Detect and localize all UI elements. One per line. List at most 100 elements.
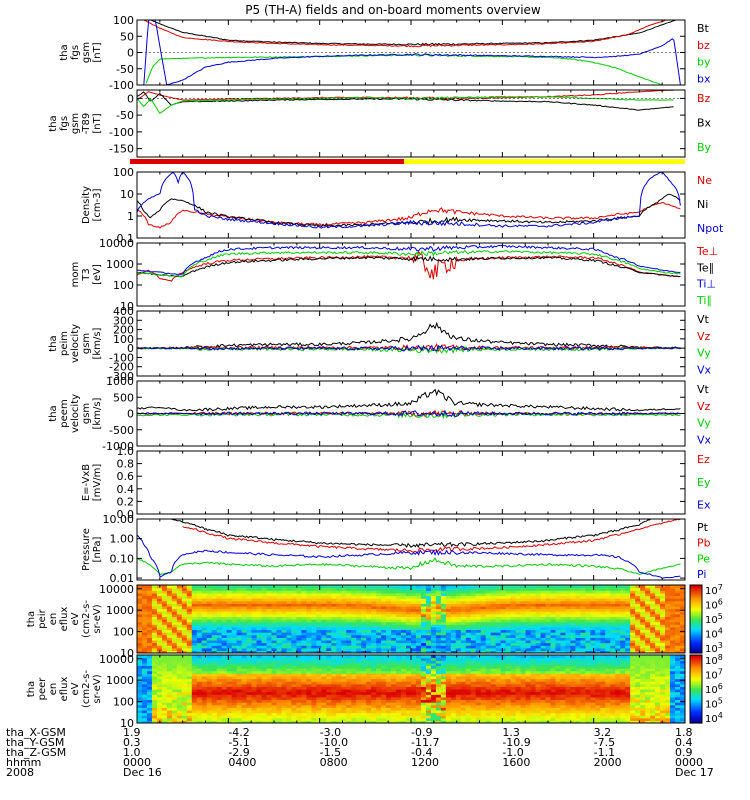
ylabel-peem-velocity: peem (59, 399, 70, 427)
ytick-label: 1 (127, 210, 134, 223)
ephemeris-table: tha_X-GSM 1.9 -4.2 -3.0 -0.9 1.3 3.2 1.8 tha_Y-G… (6, 726, 714, 779)
ylabel-fgs-t89: gsm (70, 113, 81, 134)
series-temperature-2 (137, 244, 681, 275)
legend-temperature-2: Ti⊥ (696, 278, 716, 291)
colorbar-label: 106 (705, 682, 723, 696)
ylabel-temperature: mom (70, 262, 81, 288)
panel-pressure: Pt Pb Pe Pi 10.00 1.00 0.10 0.01 Pressure [nPa] (81, 513, 711, 585)
panel-fgs-t89: Bz Bx By 0 -50 -100 -150 tha fgs gsm -T89 [nT] (48, 89, 712, 158)
legend-efield-2: Ex (697, 499, 711, 512)
panel-peem-velocity: Vt Vz Vy Vx 1000 500 0 -500 -1000 tha peem velocity… (48, 375, 712, 453)
ytick-label: -150 (109, 143, 134, 156)
legend-peem-velocity-0: Vt (697, 383, 710, 396)
ytick-label: 0 (127, 408, 134, 421)
ytick-label: 10000 (99, 237, 134, 250)
legend-efield-1: Ey (697, 476, 711, 489)
ylabel-efield: [mV/m] (92, 464, 103, 502)
ytick-label: 300 (113, 314, 134, 327)
ylabel-fgs: tha (59, 44, 70, 60)
ylabel-peem-velocity: velocity (70, 394, 81, 433)
ytick-label: -100 (109, 126, 134, 139)
colorbar-label: 108 (705, 653, 723, 667)
ephemeris-value: 1.0 (123, 746, 141, 759)
ephemeris-value: -4.2 (228, 726, 249, 739)
ytick-label: 1000 (106, 375, 134, 388)
ylabel-peim-velocity: tha (48, 335, 59, 351)
ephemeris-value: -3.0 (320, 726, 341, 739)
ephemeris-value: -1.0 (502, 746, 523, 759)
ylabel-peer-eflux: en (48, 683, 59, 696)
legend-peim-velocity-2: Vy (697, 347, 711, 360)
ephemeris-value: Dec 17 (675, 766, 714, 779)
ylabel-peim-velocity: [km/s] (92, 327, 103, 359)
ephemeris-value: -2.9 (228, 746, 249, 759)
ylabel-peir-eflux: en (48, 613, 59, 626)
legend-fgs-3: bx (697, 73, 711, 86)
ytick-label: 0.4 (117, 483, 135, 496)
legend-density-0: Ne (697, 174, 712, 187)
ephemeris-row-label: tha_Y-GSM (6, 736, 64, 749)
ephemeris-value: 0.9 (675, 746, 693, 759)
colorbar-label: 105 (705, 612, 723, 626)
legend-fgs-t89-0: Bz (697, 92, 711, 105)
ytick-label: 0.10 (110, 552, 135, 565)
series-fgs-0 (143, 20, 677, 46)
ephemeris-value: 1200 (411, 756, 439, 769)
ephemeris-value: -0.9 (411, 726, 432, 739)
ytick-label: 100 (113, 626, 134, 639)
ylabel-peir-eflux: eflux (59, 607, 70, 632)
legend-peem-velocity-1: Vz (697, 400, 711, 413)
ylabel-peir-eflux: peir (37, 608, 48, 628)
ylabel-peim-velocity: gsm (81, 333, 92, 354)
legend-pressure-2: Pe (697, 552, 710, 565)
legend-pressure-0: Pt (697, 521, 709, 534)
colorbar-label: 107 (705, 668, 723, 682)
ytick-label: -100 (109, 79, 134, 92)
ytick-label: -500 (109, 424, 134, 437)
ephemeris-row-label: tha_Z-GSM (6, 746, 66, 759)
spectrogram-peer-eflux (137, 655, 685, 723)
series-temperature-1 (137, 255, 681, 278)
ytick-label: 50 (120, 30, 134, 43)
ylabel-temperature: T3 (81, 268, 92, 281)
legend-fgs-2: by (697, 56, 711, 69)
ytick-label: 100 (113, 279, 134, 292)
ephemeris-value: Dec 16 (123, 766, 162, 779)
spectrogram-peir-eflux (137, 585, 685, 653)
ephemeris-row-label: hhmm (6, 756, 41, 769)
colorbar-label: 107 (705, 583, 723, 597)
series-density-1 (137, 193, 681, 228)
ephemeris-value: 0800 (320, 756, 348, 769)
ytick-label: 10 (120, 188, 134, 201)
ytick-label: 10000 (99, 653, 134, 666)
ylabel-peim-velocity: velocity (70, 324, 81, 363)
ytick-label: 0 (127, 47, 134, 60)
legend-temperature-3: Ti∥ (696, 294, 712, 307)
ylabel-density: Density (81, 186, 92, 224)
colorbar-label: 104 (705, 627, 723, 641)
series-peem-velocity-3 (137, 409, 681, 418)
series-pressure-1 (182, 519, 681, 553)
ytick-label: 200 (113, 324, 134, 337)
ephemeris-value: -10.0 (320, 736, 348, 749)
series-temperature-0 (137, 249, 681, 282)
ytick-label: 10 (120, 647, 134, 660)
series-fgs-t89-0 (137, 90, 674, 101)
legend-fgs-t89-2: By (697, 141, 712, 154)
ephemeris-value: 0.3 (123, 736, 141, 749)
ylabel-temperature: [eV] (92, 264, 103, 285)
series-pressure-3 (137, 534, 681, 579)
frame-efield (136, 450, 686, 515)
ylabel-peir-eflux: sr-eV) (92, 604, 103, 633)
colorbar-label: 105 (705, 697, 723, 711)
series-fgs-3 (143, 20, 681, 85)
ytick-label: 1000 (106, 258, 134, 271)
series-pressure-2 (137, 557, 681, 576)
ytick-label: 100 (113, 696, 134, 709)
ytick-label: 1.00 (110, 533, 135, 546)
ytick-label: -1000 (102, 440, 134, 453)
